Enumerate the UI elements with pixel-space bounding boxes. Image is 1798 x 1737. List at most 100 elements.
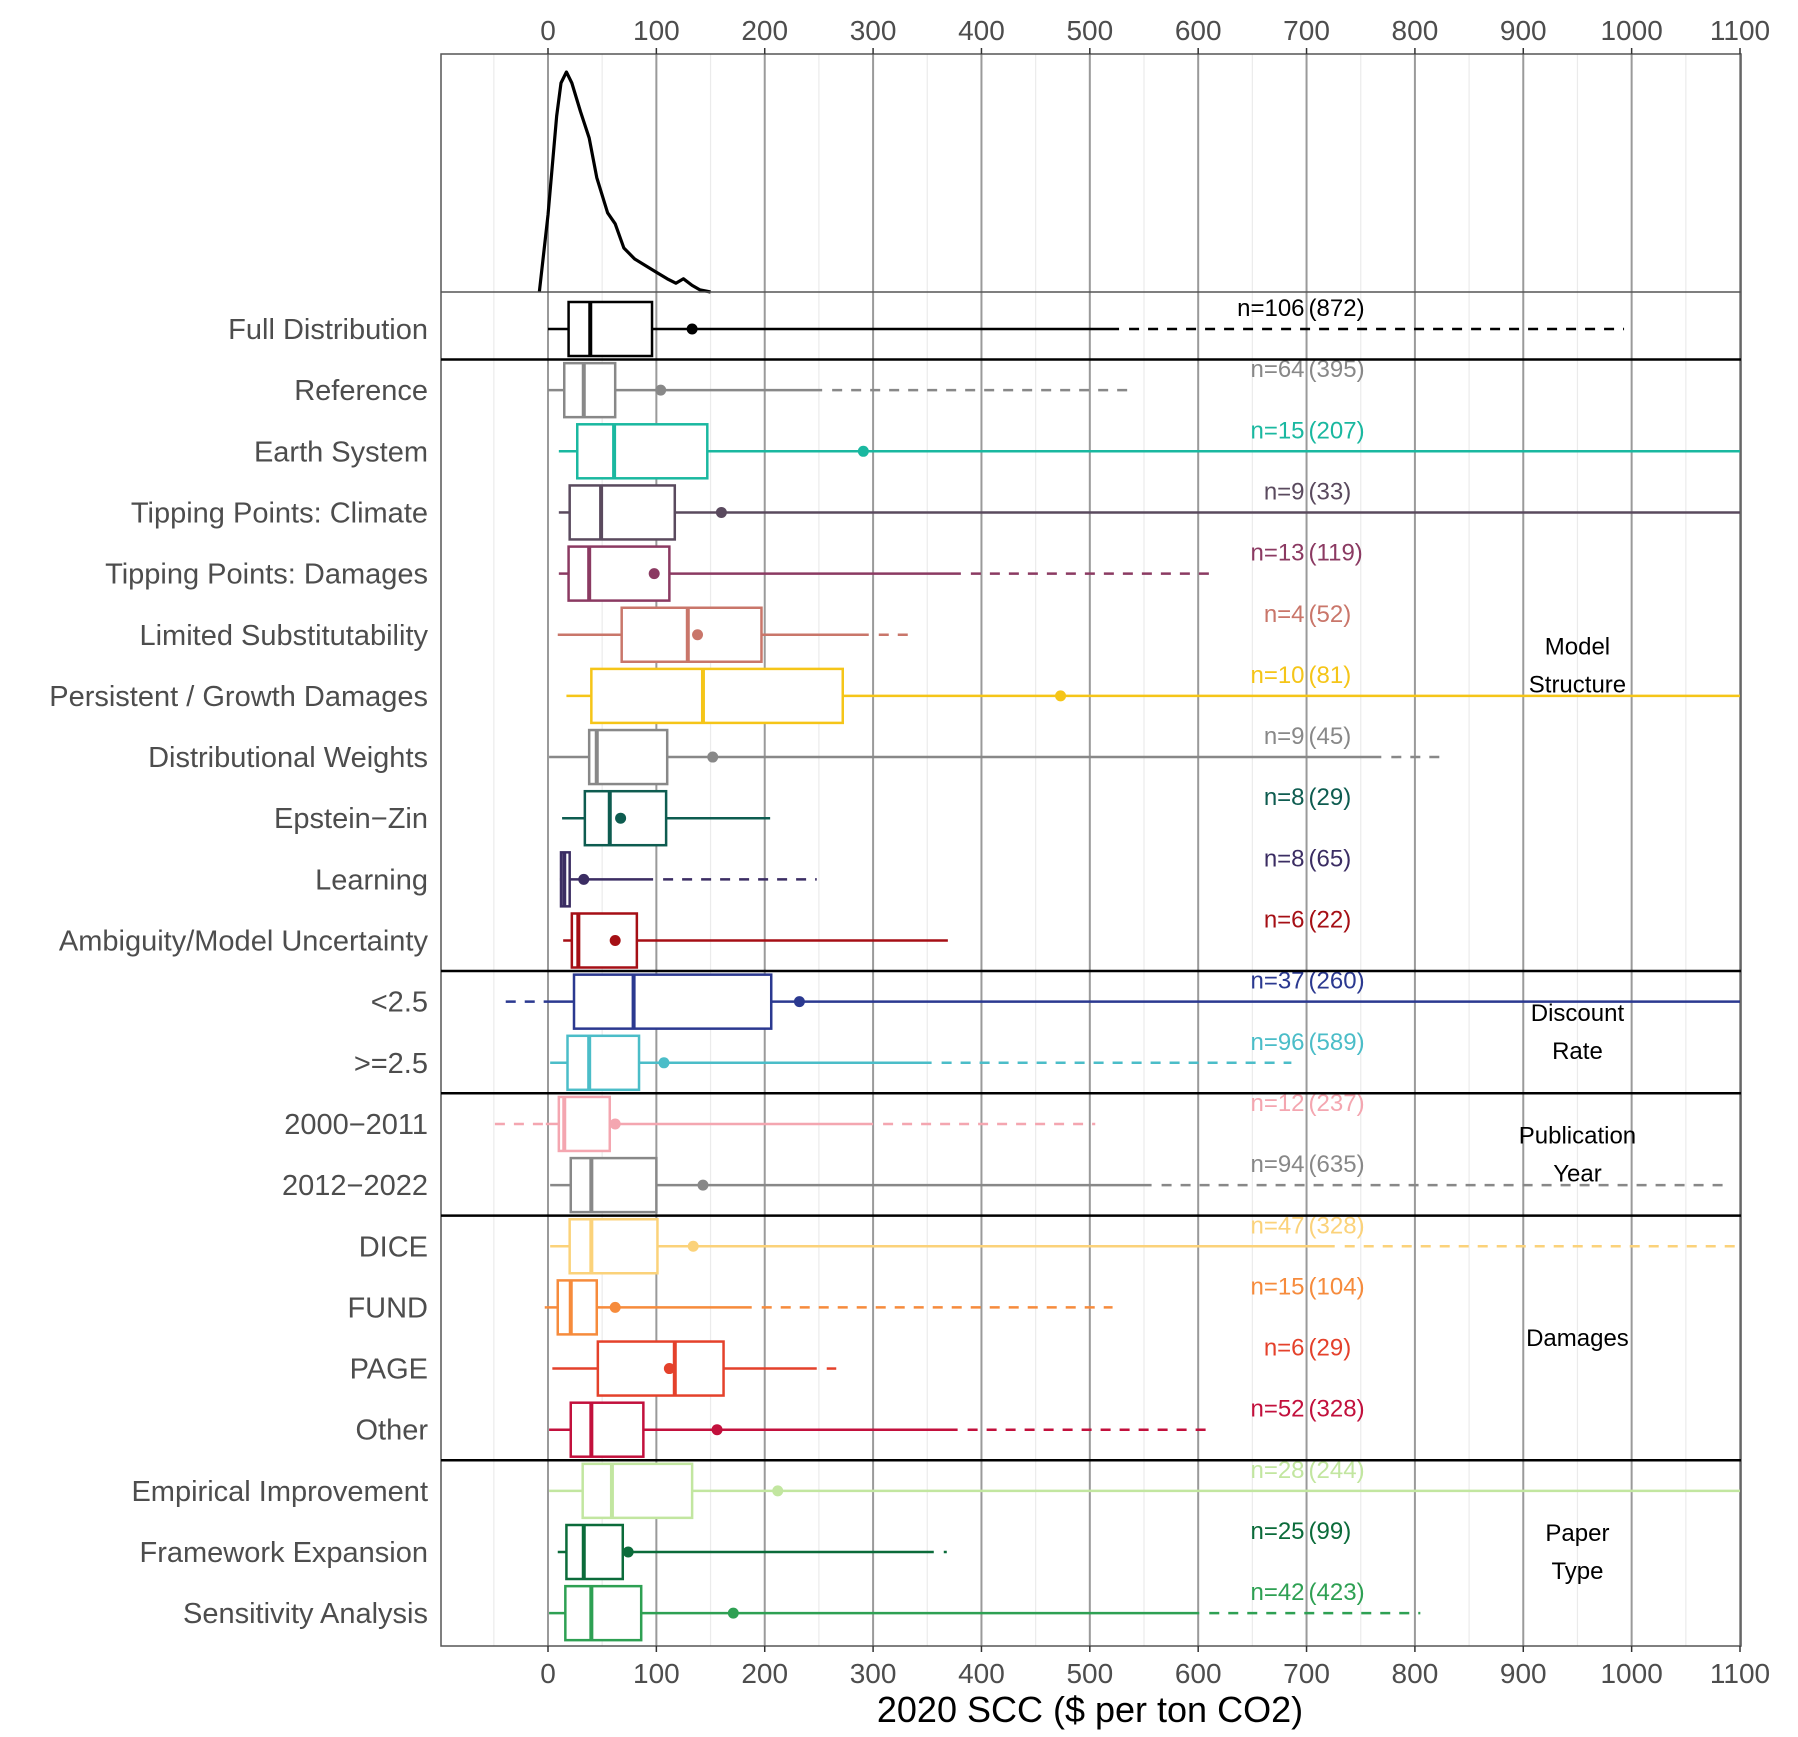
count-label: (872) (1309, 295, 1365, 322)
iqr-box (572, 973, 773, 1030)
row-label: Earth System (254, 436, 428, 468)
row-label: DICE (359, 1231, 428, 1263)
bottom-tick-label: 300 (850, 1658, 897, 1689)
iqr-box (569, 1401, 645, 1458)
row-label: >=2.5 (354, 1048, 428, 1080)
n-label: n=25 (1250, 1518, 1304, 1545)
box-row-ambiguity-model-uncertainty: Ambiguity/Model Uncertainty n=6 (22) (59, 907, 1352, 969)
top-tick-label: 400 (958, 15, 1005, 46)
n-label: n=106 (1237, 295, 1304, 322)
top-tick-label: 900 (1500, 15, 1547, 46)
mean-point (578, 873, 590, 885)
n-label: n=15 (1250, 1273, 1304, 1300)
grid-lines (493, 54, 1741, 1646)
row-label: 2000−2011 (284, 1109, 428, 1141)
box-row-framework-expansion: Framework Expansion n=25 (99) (140, 1518, 1352, 1581)
iqr-box (569, 1156, 658, 1214)
row-label: Learning (315, 864, 428, 896)
row-label: Reference (294, 375, 428, 407)
row-label: Framework Expansion (140, 1537, 429, 1569)
axis-ticks: 0 0 100 100 200 200 300 300 400 400 500 500 600 600 70… (540, 15, 1770, 1689)
bottom-tick-label: 700 (1283, 1658, 1330, 1689)
count-label: (589) (1309, 1029, 1365, 1056)
count-label: (207) (1309, 417, 1365, 444)
mean-point (857, 445, 869, 457)
n-label: n=13 (1250, 540, 1304, 567)
n-label: n=6 (1264, 907, 1305, 934)
top-tick-label: 500 (1066, 15, 1113, 46)
panel-frame (440, 53, 1742, 1647)
top-tick-label: 1100 (1710, 15, 1770, 46)
iqr-box (590, 667, 844, 725)
mean-point (609, 1301, 621, 1313)
top-tick-label: 1000 (1600, 15, 1662, 46)
box-row-full-distribution: Full Distribution n=106 (872) (228, 295, 1625, 358)
bottom-tick-label: 400 (958, 1658, 1005, 1689)
box-row-2012-2022: 2012−2022 n=94 (635) (282, 1151, 1730, 1214)
box-row-distributional-weights: Distributional Weights n=9 (45) (148, 723, 1446, 786)
iqr-box (563, 361, 617, 419)
n-label: n=8 (1264, 784, 1305, 811)
n-label: n=6 (1264, 1335, 1305, 1362)
box-row-persistent-growth-damages: Persistent / Growth Damages n=10 (81) (49, 662, 1740, 725)
n-label: n=4 (1264, 601, 1305, 628)
count-label: (45) (1309, 723, 1352, 750)
bottom-tick-label: 900 (1500, 1658, 1547, 1689)
mean-point (692, 629, 704, 641)
count-label: (22) (1309, 907, 1352, 934)
iqr-box (620, 606, 763, 663)
row-label: FUND (347, 1292, 428, 1324)
top-tick-label: 0 (540, 15, 556, 46)
top-tick-label: 100 (633, 15, 680, 46)
mean-point (622, 1546, 634, 1558)
mean-point (658, 1057, 670, 1069)
count-label: (119) (1309, 540, 1363, 567)
iqr-box (570, 912, 639, 969)
iqr-box (581, 1462, 694, 1520)
mean-point (727, 1607, 739, 1619)
n-label: n=9 (1264, 478, 1305, 505)
count-label: (65) (1309, 845, 1352, 872)
count-label: (81) (1309, 662, 1352, 689)
iqr-box (557, 1095, 612, 1153)
row-label: Persistent / Growth Damages (49, 681, 428, 713)
count-label: (33) (1309, 478, 1352, 505)
density-panel (537, 70, 711, 294)
count-label: (328) (1309, 1396, 1365, 1423)
bottom-tick-label: 100 (633, 1658, 680, 1689)
n-label: n=96 (1250, 1029, 1304, 1056)
n-label: n=10 (1250, 662, 1304, 689)
box-row-other: Other n=52 (328) (355, 1396, 1365, 1458)
mean-point (715, 506, 727, 518)
group-label: Year (1553, 1161, 1602, 1188)
iqr-box (565, 1523, 625, 1581)
iqr-box (568, 484, 677, 541)
group-label: Rate (1552, 1038, 1603, 1065)
bottom-tick-label: 500 (1066, 1658, 1113, 1689)
mean-point (686, 323, 698, 335)
bottom-tick-label: 0 (540, 1658, 556, 1689)
n-label: n=9 (1264, 723, 1305, 750)
box-row-sensitivity-analysis: Sensitivity Analysis n=42 (423) (183, 1579, 1421, 1642)
row-label: Sensitivity Analysis (183, 1598, 428, 1630)
mean-point (707, 751, 719, 763)
count-label: (99) (1309, 1518, 1352, 1545)
mean-point (697, 1179, 709, 1191)
group-label: Model (1545, 633, 1610, 660)
n-label: n=52 (1250, 1396, 1304, 1423)
group-label: Damages (1526, 1325, 1629, 1352)
box-row-learning: Learning n=8 (65) (315, 845, 1352, 908)
iqr-box (567, 300, 654, 358)
n-label: n=8 (1264, 845, 1305, 872)
mean-point (609, 1118, 621, 1130)
box-row-tipping-points-damages: Tipping Points: Damages n=13 (119) (105, 540, 1363, 602)
iqr-box (568, 1218, 659, 1275)
mean-point (711, 1424, 723, 1436)
mean-point (609, 935, 621, 946)
iqr-box (556, 1279, 599, 1336)
mean-point (655, 384, 667, 396)
bottom-tick-label: 600 (1175, 1658, 1222, 1689)
row-label: <2.5 (371, 987, 428, 1019)
box-row--2-5: <2.5n=37 (260) (371, 968, 1740, 1030)
